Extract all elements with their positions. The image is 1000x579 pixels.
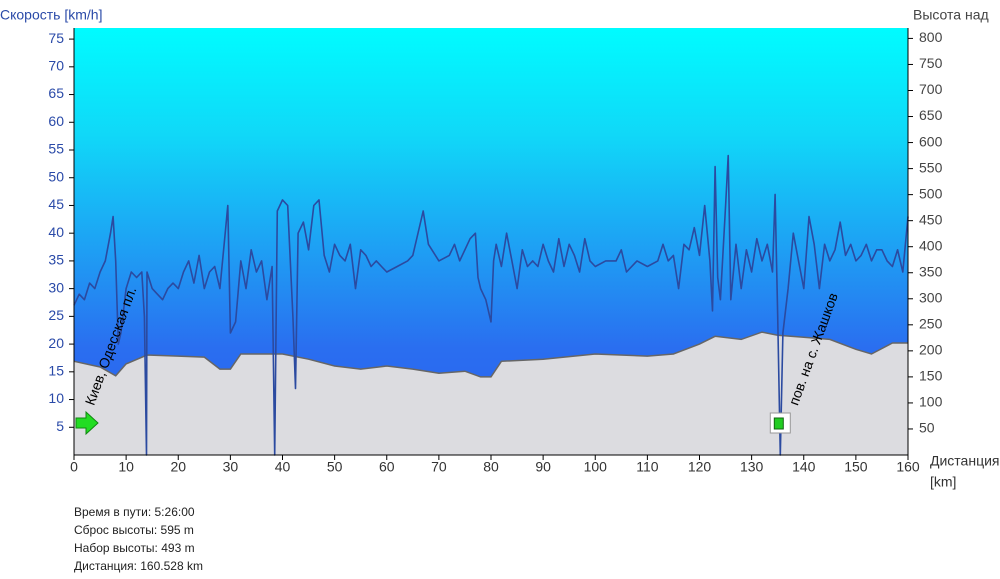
y-tick-label: 30: [48, 279, 64, 295]
y2-tick-label: 500: [919, 185, 943, 201]
y2-tick-label: 50: [919, 420, 935, 436]
y2-tick-label: 600: [919, 133, 943, 149]
x-axis-unit: [km]: [930, 474, 956, 490]
y-tick-label: 50: [48, 168, 64, 184]
y-tick-label: 15: [48, 363, 64, 379]
x-tick-label: 90: [535, 459, 551, 475]
x-axis-title: Дистанция: [930, 453, 1000, 469]
y2-tick-label: 800: [919, 29, 943, 45]
x-tick-label: 80: [483, 459, 499, 475]
x-tick-label: 20: [170, 459, 186, 475]
y2-tick-label: 100: [919, 394, 943, 410]
y2-tick-label: 300: [919, 289, 943, 305]
y-tick-label: 40: [48, 224, 64, 240]
y2-tick-label: 400: [919, 237, 943, 253]
speed-line: [73, 154, 909, 456]
y-tick-label: 20: [48, 335, 64, 351]
x-tick-label: 130: [740, 459, 764, 475]
y2-tick-label: 650: [919, 107, 943, 123]
y-tick-label: 45: [48, 196, 64, 212]
x-tick-label: 10: [118, 459, 134, 475]
y2-tick-label: 150: [919, 368, 943, 384]
stat-line: Сброс высоты: 595 m: [74, 523, 194, 537]
y2-tick-label: 700: [919, 81, 943, 97]
y2-tick-label: 350: [919, 263, 943, 279]
x-tick-label: 0: [70, 459, 78, 475]
y-axis-title: Скорость [km/h]: [0, 7, 102, 23]
x-tick-label: 40: [275, 459, 291, 475]
y2-tick-label: 750: [919, 55, 943, 71]
stat-line: Дистанция: 160.528 km: [74, 559, 203, 573]
y-tick-label: 55: [48, 141, 64, 157]
y2-tick-label: 450: [919, 211, 943, 227]
x-tick-label: 140: [792, 459, 816, 475]
x-tick-label: 110: [636, 459, 659, 475]
y2-tick-label: 550: [919, 159, 943, 175]
y-tick-label: 65: [48, 85, 64, 101]
start-marker: [75, 410, 99, 436]
y-tick-label: 5: [56, 418, 64, 434]
x-tick-label: 150: [844, 459, 868, 475]
y-tick-label: 10: [48, 390, 64, 406]
x-tick-label: 30: [223, 459, 239, 475]
fuel-icon: [773, 417, 784, 430]
x-tick-label: 70: [431, 459, 447, 475]
elevation-area: [74, 332, 908, 455]
stats: Время в пути: 5:26:00 Сброс высоты: 595 m…: [74, 505, 203, 573]
stat-line: Набор высоты: 493 m: [74, 541, 195, 555]
y-tick-label: 75: [48, 30, 64, 46]
y-tick-label: 60: [48, 113, 64, 129]
y-tick-label: 35: [48, 252, 64, 268]
plot: [73, 154, 909, 456]
y2-tick-label: 200: [919, 342, 943, 358]
x-tick-label: 160: [896, 459, 920, 475]
x-tick-label: 50: [327, 459, 343, 475]
x-tick-label: 100: [584, 459, 608, 475]
stat-line: Время в пути: 5:26:00: [74, 505, 195, 519]
y2-axis-title: Высота над: [913, 7, 989, 23]
x-tick-label: 60: [379, 459, 395, 475]
y-tick-label: 25: [48, 307, 64, 323]
x-tick-label: 120: [688, 459, 712, 475]
y2-tick-label: 250: [919, 316, 943, 332]
y-tick-label: 70: [48, 58, 64, 74]
